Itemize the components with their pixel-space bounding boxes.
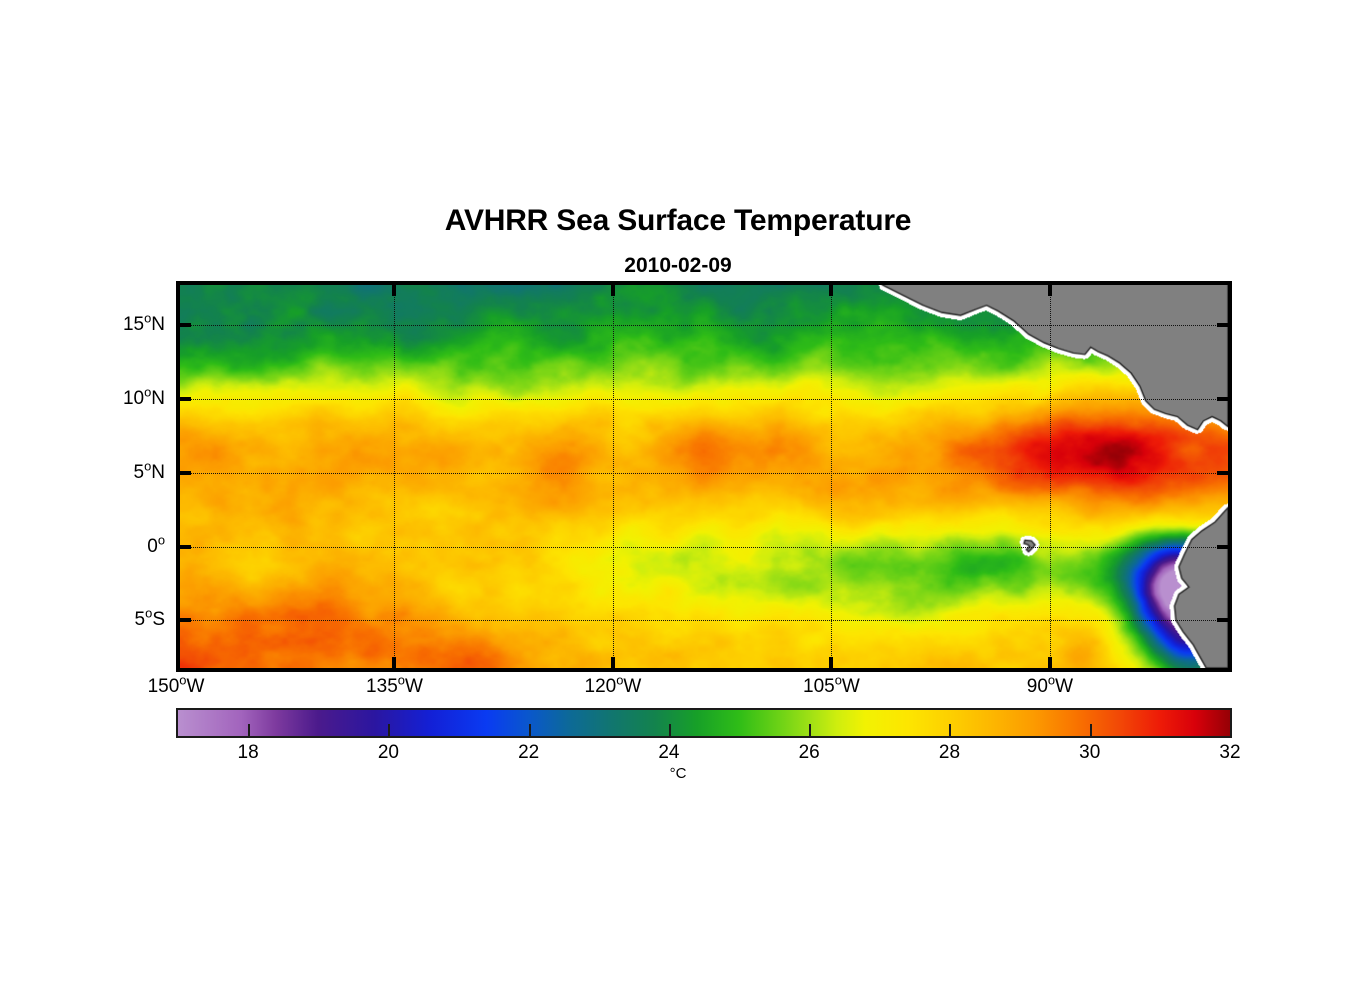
colorbar-tick — [949, 724, 952, 736]
colorbar-tick — [668, 724, 671, 736]
colorbar-tick-label: 26 — [798, 742, 820, 763]
colorbar-unit-label: °C — [669, 765, 687, 782]
x-axis-tick-label: 90oW — [1026, 672, 1074, 697]
colorbar — [176, 708, 1232, 738]
map-axes — [176, 281, 1232, 672]
sst-heatmap-canvas — [180, 285, 1228, 668]
y-axis-tick-label: 10oN — [122, 384, 165, 410]
figure-title: AVHRR Sea Surface Temperature — [444, 204, 912, 237]
y-axis-tick-label: 15oN — [122, 310, 165, 336]
x-axis-tick-label: 150oW — [147, 672, 205, 697]
colorbar-tick-label: 28 — [938, 742, 961, 763]
colorbar-tick-label: 24 — [658, 742, 680, 763]
colorbar-tick — [809, 724, 812, 736]
x-axis-tick-label: 135oW — [366, 672, 423, 697]
figure-subtitle: 2010-02-09 — [624, 254, 732, 277]
colorbar-tick — [1089, 724, 1092, 736]
y-axis-tick-label: 5oN — [133, 458, 166, 483]
colorbar-gradient — [178, 710, 1230, 736]
colorbar-tick-label: 18 — [237, 742, 259, 763]
y-axis-tick-label: 5oS — [134, 606, 165, 631]
colorbar-tick — [388, 724, 391, 736]
colorbar-tick-label: 32 — [1219, 742, 1241, 763]
colorbar-tick-label: 20 — [377, 742, 399, 763]
colorbar-tick-label: 22 — [518, 742, 540, 763]
x-axis-tick-label: 120oW — [584, 672, 642, 697]
y-axis-tick-label: 0o — [147, 532, 165, 557]
colorbar-tick-label: 30 — [1079, 742, 1101, 763]
colorbar-tick — [528, 724, 531, 736]
x-axis-tick-label: 105oW — [803, 672, 860, 697]
colorbar-tick — [248, 724, 251, 736]
